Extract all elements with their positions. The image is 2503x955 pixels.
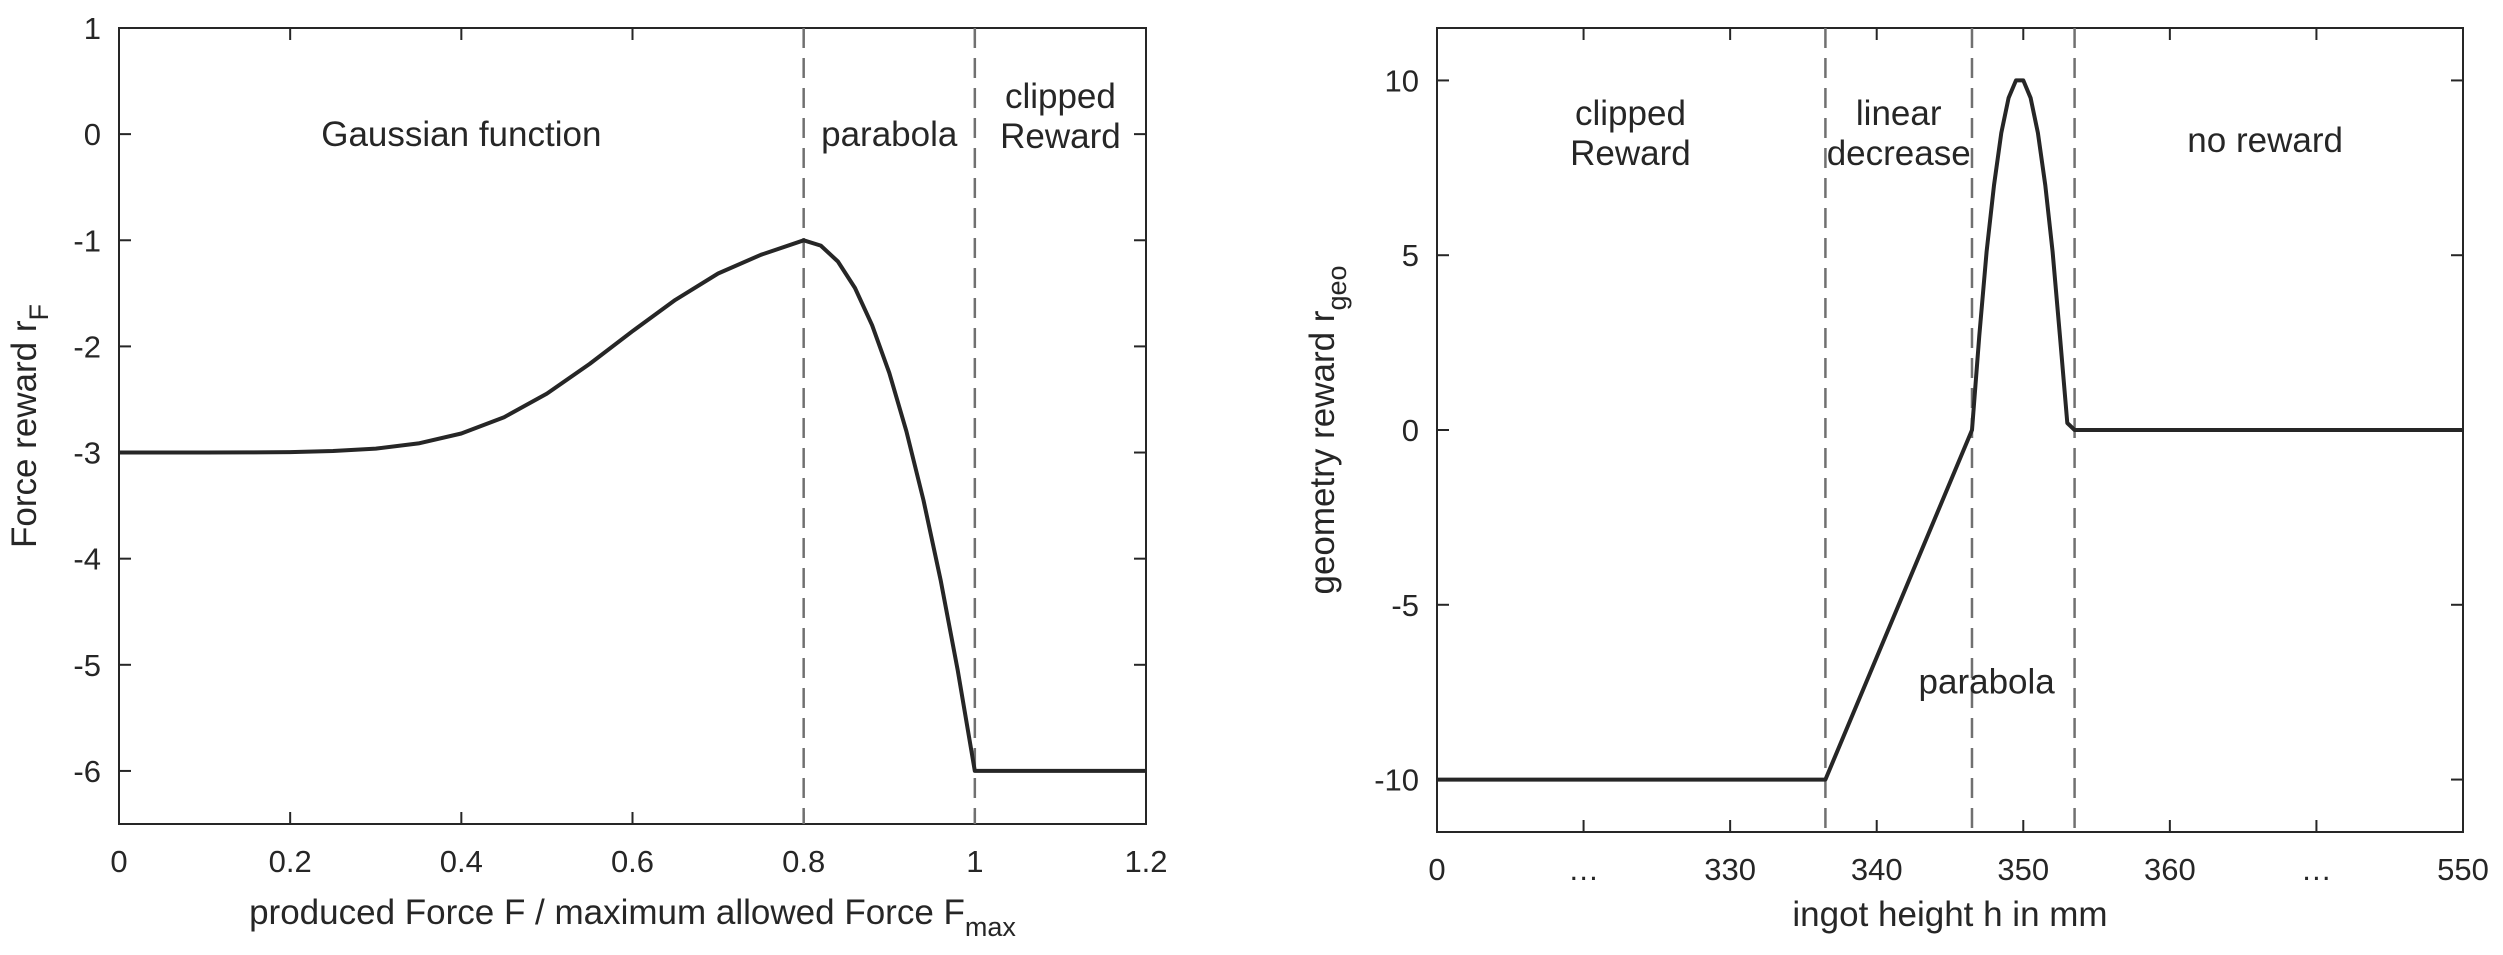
left-xtick-label: 1.2 [1124, 844, 1167, 879]
right-ytick-label: -10 [1374, 763, 1419, 798]
right-xtick-label: 360 [2144, 852, 2196, 887]
left-y-axis-label: Force reward rF [5, 304, 54, 548]
right-ytick-label: 0 [1402, 413, 1419, 448]
left-ytick-label: -2 [73, 329, 101, 364]
right-ytick-label: -5 [1391, 588, 1419, 623]
left-xtick-label: 0.2 [269, 844, 312, 879]
right-reward-curve [1437, 78, 2463, 782]
left-x-axis-label: produced Force F / maximum allowed Force… [249, 893, 1016, 942]
left-ytick-label: -4 [73, 542, 101, 577]
left-ytick-label: -3 [73, 436, 101, 471]
right-xtick-label: 0 [1428, 852, 1445, 887]
right-ytick-label: 10 [1385, 63, 1419, 98]
right-xtick-label: 350 [1997, 852, 2049, 887]
left-region-label: Reward [1000, 117, 1121, 156]
right-x-axis-label: ingot height h in mm [1792, 895, 2107, 934]
right-chart: 0 … 330 340 350 360 … 550 10 5 0 -5 -10 clippedReward… [1303, 27, 2489, 934]
left-chart: 0 0.2 0.4 0.6 0.8 1 1.2 1 0 -1 -2 -3 -4 -5 -6 Gaussian … [5, 11, 1168, 942]
left-ytick-label: 0 [84, 117, 101, 152]
right-region-label: linear [1856, 94, 1942, 133]
left-xtick-label: 1 [966, 844, 983, 879]
right-xtick-label: 550 [2437, 852, 2489, 887]
right-region-label: decrease [1827, 134, 1971, 173]
left-reward-curve [119, 238, 1146, 773]
left-xtick-label: 0.6 [611, 844, 654, 879]
right-xtick-label: 340 [1851, 852, 1903, 887]
right-xtick-label: 330 [1704, 852, 1756, 887]
left-ytick-label: -6 [73, 754, 101, 789]
right-region-label: clipped [1575, 94, 1686, 133]
left-axes-box [118, 27, 1147, 825]
left-region-label: Gaussian function [321, 115, 601, 154]
right-xtick-label: … [2301, 852, 2332, 887]
right-y-axis-label: geometry reward rgeo [1303, 265, 1352, 594]
left-ytick-label: -5 [73, 648, 101, 683]
left-xtick-label: 0 [110, 844, 127, 879]
left-ytick-label: 1 [84, 11, 101, 46]
left-region-label: parabola [821, 115, 958, 154]
left-ytick-label: -1 [73, 223, 101, 258]
right-ytick-label: 5 [1402, 238, 1419, 273]
left-xtick-label: 0.8 [782, 844, 825, 879]
right-region-label: Reward [1570, 134, 1691, 173]
right-region-label: parabola [1919, 663, 2056, 702]
right-region-label: no reward [2187, 121, 2343, 160]
left-region-label: clipped [1005, 77, 1116, 116]
right-xtick-label: … [1568, 852, 1599, 887]
left-xtick-label: 0.4 [440, 844, 483, 879]
